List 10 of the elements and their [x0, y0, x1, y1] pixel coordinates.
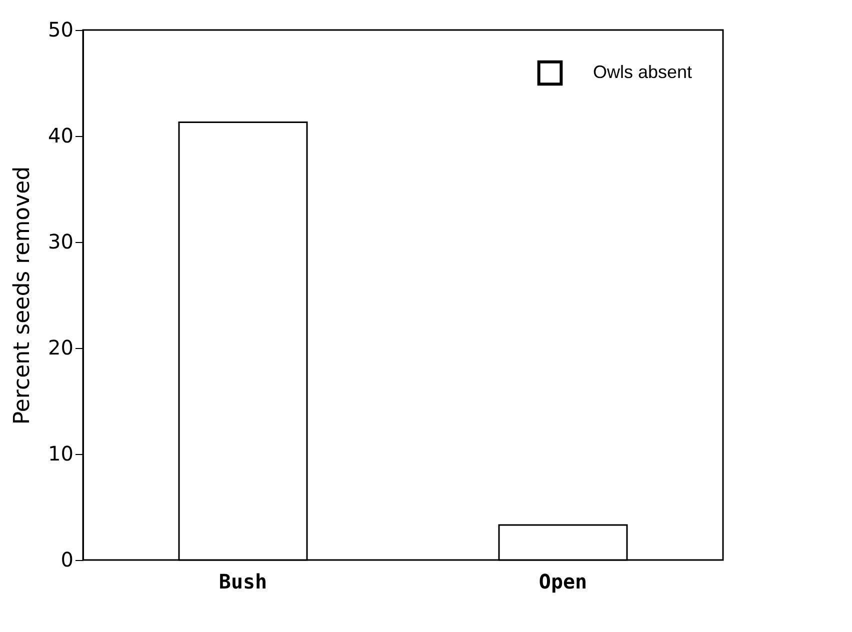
x-tick-label: Open: [538, 570, 588, 594]
y-tick-label: 20: [48, 336, 74, 360]
y-tick-label: 40: [48, 124, 74, 148]
y-tick-label: 30: [48, 230, 74, 254]
legend-label: Owls absent: [593, 62, 692, 82]
x-tick-label: Bush: [218, 570, 268, 594]
y-tick-label: 10: [48, 442, 74, 466]
y-axis-title: Percent seeds removed: [10, 166, 36, 425]
y-tick-label: 50: [48, 18, 74, 42]
y-tick-label: 0: [60, 548, 74, 572]
